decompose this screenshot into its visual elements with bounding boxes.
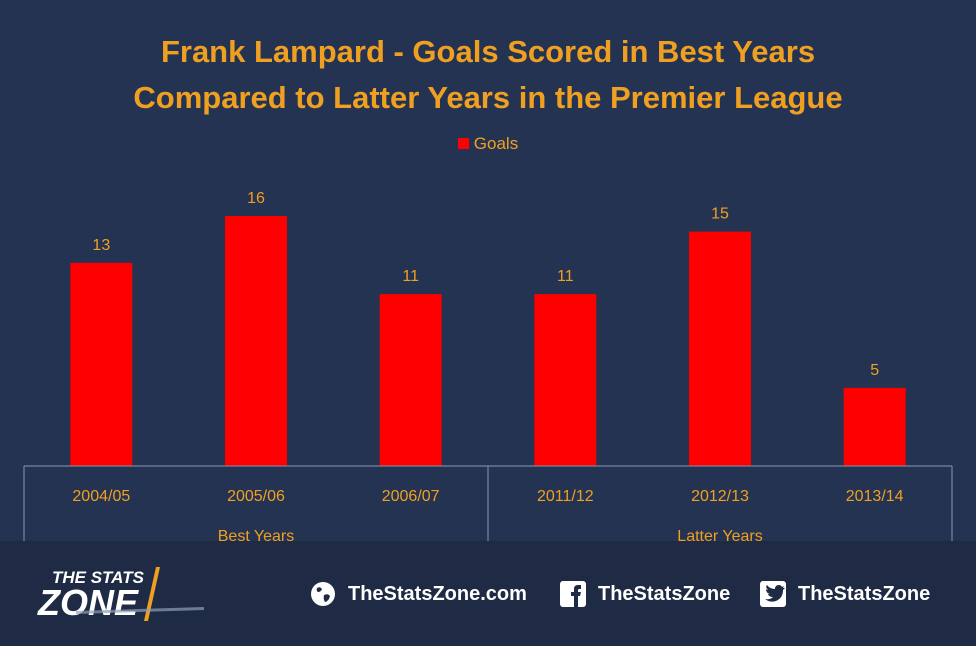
bar-2012/13 xyxy=(689,231,751,466)
data-label: 11 xyxy=(557,268,574,285)
bar-2005/06 xyxy=(225,216,287,466)
chart-area: Frank Lampard - Goals Scored in Best Yea… xyxy=(0,0,976,541)
logo-text-bottom: ZONE xyxy=(37,582,139,623)
website-text: TheStatsZone.com xyxy=(348,582,527,605)
chart-title-line2: Compared to Latter Years in the Premier … xyxy=(133,80,843,115)
chart-title: Frank Lampard - Goals Scored in Best Yea… xyxy=(160,34,816,69)
twitter-icon xyxy=(760,581,786,607)
footer: THE STATS ZONE TheStatsZone.com TheStats… xyxy=(0,541,976,646)
bar-2011/12 xyxy=(534,294,597,466)
bar-2013/14 xyxy=(843,387,906,466)
twitter-text: TheStatsZone xyxy=(798,582,931,605)
twitter-link[interactable]: TheStatsZone xyxy=(760,581,930,607)
logo-text-top: THE STATS xyxy=(52,568,145,587)
group-label: Latter Years xyxy=(677,528,762,541)
x-tick-label: 2011/12 xyxy=(537,488,594,505)
data-label: 5 xyxy=(870,362,879,379)
group-label: Best Years xyxy=(218,528,295,541)
facebook-text: TheStatsZone xyxy=(598,582,731,605)
bar-2006/07 xyxy=(379,294,442,466)
data-label: 11 xyxy=(402,268,419,285)
x-tick-label: 2004/05 xyxy=(72,488,130,505)
data-label: 13 xyxy=(92,237,110,254)
stats-zone-logo: THE STATS ZONE xyxy=(37,567,204,623)
chart-svg: 13 2004/05 16 2005/06 11 2006/07 11 2011/12 15 20… xyxy=(23,190,953,541)
facebook-icon xyxy=(560,581,586,607)
bar-2004/05 xyxy=(70,262,133,466)
legend-label: Goals xyxy=(473,134,519,153)
website-link[interactable]: TheStatsZone.com xyxy=(310,581,527,607)
legend-swatch xyxy=(457,138,469,149)
legend: Goals xyxy=(0,134,976,154)
data-label: 15 xyxy=(711,206,729,223)
x-tick-label: 2012/13 xyxy=(691,488,749,505)
x-tick-label: 2013/14 xyxy=(846,488,904,505)
x-tick-label: 2005/06 xyxy=(227,488,285,505)
data-label: 16 xyxy=(247,190,265,207)
facebook-link[interactable]: TheStatsZone xyxy=(560,581,730,607)
x-tick-label: 2006/07 xyxy=(382,488,440,505)
globe-icon xyxy=(311,582,335,606)
